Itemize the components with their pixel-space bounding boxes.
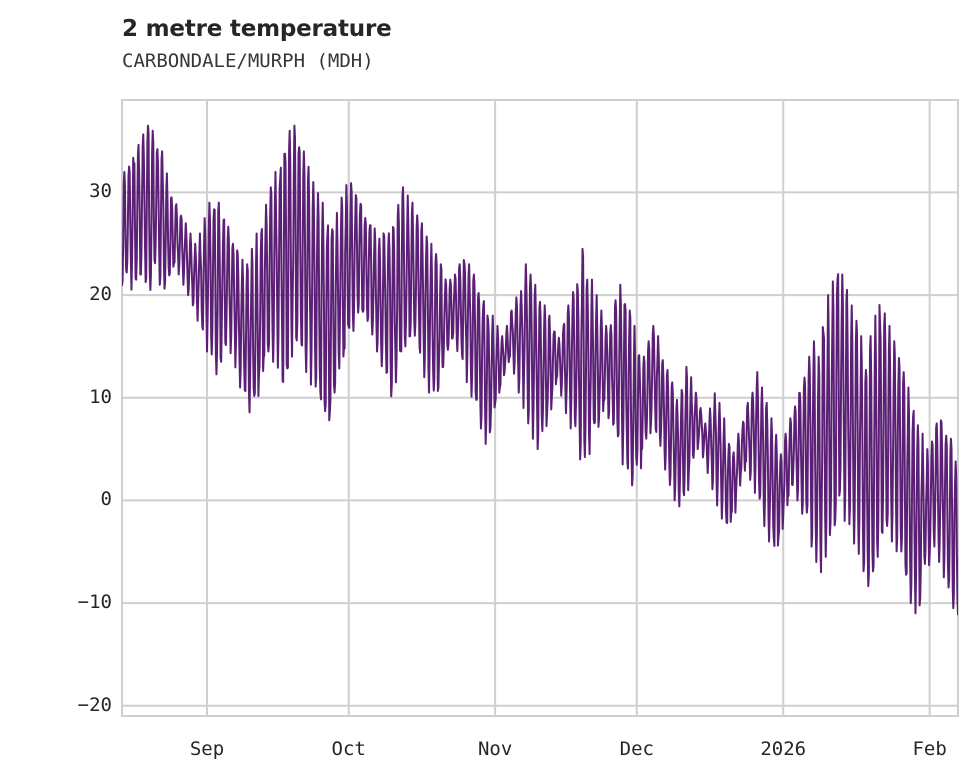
y-tick-label: −10	[77, 591, 112, 614]
x-tick-label: Nov	[477, 738, 513, 760]
temperature-line	[122, 124, 958, 616]
chart-subtitle: CARBONDALE/MURPH (MDH)	[122, 50, 374, 72]
y-tick-label: 30	[89, 180, 112, 203]
x-tick-label: Sep	[189, 738, 225, 760]
y-tick-label: 20	[89, 283, 112, 306]
x-tick-label: 2026	[760, 738, 807, 760]
y-tick-label: 0	[100, 488, 112, 511]
temperature-series	[122, 124, 958, 616]
plot-border	[121, 99, 959, 717]
y-tick-label: −20	[77, 693, 112, 716]
y-tick-label: 10	[89, 385, 112, 408]
x-tick-label: Oct	[331, 738, 366, 760]
x-tick-label: Dec	[619, 738, 654, 760]
x-tick-label: Feb	[912, 738, 947, 760]
chart-title: 2 metre temperature	[122, 16, 392, 42]
